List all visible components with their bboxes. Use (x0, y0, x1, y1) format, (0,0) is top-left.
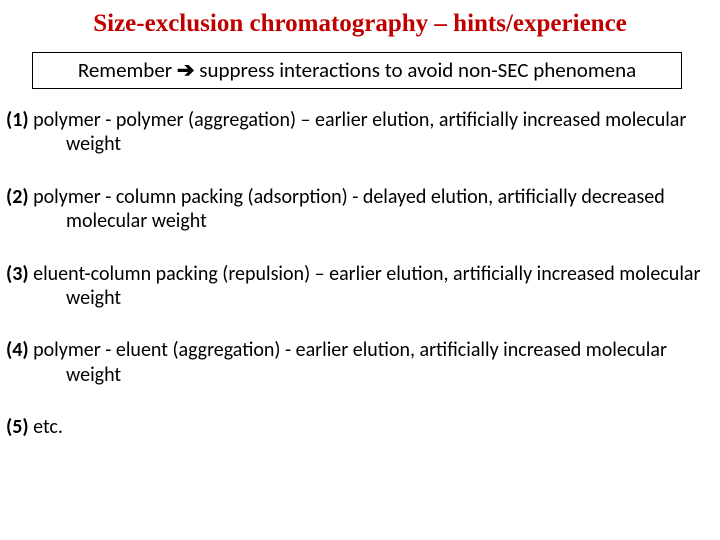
remember-box: Remember ➔ suppress interactions to avoi… (32, 52, 682, 89)
item-number: (1) (6, 108, 29, 132)
remember-rest: suppress interactions to avoid non-SEC p… (194, 57, 636, 83)
item-text: polymer - eluent (aggregation) - earlier… (29, 338, 667, 386)
slide-title: Size-exclusion chromatography – hints/ex… (0, 10, 720, 38)
body-list: (1) polymer - polymer (aggregation) – ea… (6, 108, 715, 468)
list-item: (3) eluent-column packing (repulsion) – … (6, 262, 715, 311)
item-text: etc. (29, 415, 63, 439)
item-number: (2) (6, 185, 29, 209)
arrow-icon: ➔ (177, 59, 195, 82)
list-item: (1) polymer - polymer (aggregation) – ea… (6, 108, 715, 157)
list-item: (2) polymer - column packing (adsorption… (6, 185, 715, 234)
item-number: (5) (6, 415, 29, 439)
slide: Size-exclusion chromatography – hints/ex… (0, 0, 720, 540)
item-number: (4) (6, 338, 29, 362)
list-item: (5) etc. (6, 415, 715, 439)
remember-prefix: Remember (78, 57, 177, 83)
list-item: (4) polymer - eluent (aggregation) - ear… (6, 338, 715, 387)
item-text: polymer - polymer (aggregation) – earlie… (29, 108, 687, 156)
item-text: polymer - column packing (adsorption) - … (29, 185, 665, 233)
item-text: eluent-column packing (repulsion) – earl… (29, 262, 701, 310)
item-number: (3) (6, 262, 29, 286)
